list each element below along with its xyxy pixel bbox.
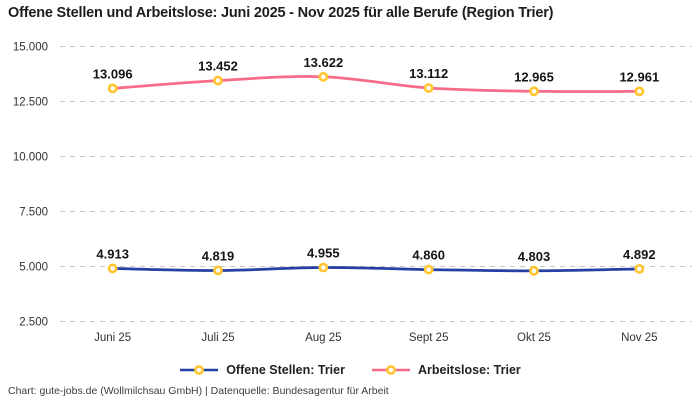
y-axis-tick-label: 15.000 xyxy=(13,42,48,54)
data-point-label: 13.452 xyxy=(198,59,238,74)
legend-label: Offene Stellen: Trier xyxy=(226,363,345,377)
data-point-marker xyxy=(107,263,118,274)
chart-footer-credit: Chart: gute-jobs.de (Wollmilchsau GmbH) … xyxy=(8,385,389,397)
data-point-label: 4.955 xyxy=(307,245,340,260)
x-axis-tick-label: Juni 25 xyxy=(94,332,131,344)
legend-label: Arbeitslose: Trier xyxy=(417,363,521,377)
x-axis-tick-label: Juli 25 xyxy=(201,332,234,344)
x-axis-tick-label: Nov 25 xyxy=(621,332,657,344)
y-axis-tick-label: 2.500 xyxy=(19,317,48,329)
data-point-label: 4.860 xyxy=(412,248,445,263)
chart-legend: Offene Stellen: Trier Arbeitslose: Trier xyxy=(0,361,700,379)
data-point-label: 4.913 xyxy=(96,246,129,261)
data-point-label: 4.892 xyxy=(623,247,656,262)
data-point-label: 4.819 xyxy=(202,248,235,263)
data-point-label: 12.965 xyxy=(514,69,554,84)
data-point-marker xyxy=(529,265,539,276)
data-point-label: 12.961 xyxy=(619,69,659,84)
y-axis-tick-label: 7.500 xyxy=(19,207,48,219)
y-axis-tick-label: 12.500 xyxy=(13,97,48,109)
y-axis-tick-label: 5.000 xyxy=(19,262,48,274)
data-point-marker xyxy=(318,262,329,273)
data-point-label: 13.096 xyxy=(93,66,133,81)
legend-marker-icon xyxy=(386,365,396,375)
data-point-marker xyxy=(318,71,329,82)
data-point-marker xyxy=(634,86,645,97)
x-axis-tick-label: Sept 25 xyxy=(409,332,449,344)
legend-line-marker-icon xyxy=(371,365,410,375)
data-point-marker xyxy=(423,264,434,275)
data-point-marker xyxy=(107,83,118,94)
series-line-offene-stellen-trier xyxy=(111,266,641,273)
legend-item-offene-stellen-trier[interactable]: Offene Stellen: Trier xyxy=(179,363,345,377)
legend-line-marker-icon xyxy=(180,365,219,375)
data-point-label: 13.112 xyxy=(409,66,448,81)
x-axis-tick-label: Okt 25 xyxy=(517,332,551,344)
data-point-label: 4.803 xyxy=(518,249,551,264)
legend-marker-icon xyxy=(194,365,205,375)
data-point-label: 13.622 xyxy=(303,55,343,70)
data-point-marker xyxy=(529,86,539,97)
data-point-marker xyxy=(213,265,223,276)
data-point-marker xyxy=(213,75,223,86)
chart-title: Offene Stellen und Arbeitslose: Juni 202… xyxy=(8,5,554,21)
legend-item-arbeitslose-trier[interactable]: Arbeitslose: Trier xyxy=(371,363,521,377)
line-chart-plot-area: 2.500 5.000 7.500 10.000 12.500 15.000 Juni 25… xyxy=(13,42,692,344)
series-line-arbeitslose-trier xyxy=(111,75,641,93)
data-point-marker xyxy=(423,83,434,93)
y-axis-tick-label: 10.000 xyxy=(13,152,48,164)
data-point-marker xyxy=(634,263,645,274)
x-axis-tick-label: Aug 25 xyxy=(305,332,341,344)
